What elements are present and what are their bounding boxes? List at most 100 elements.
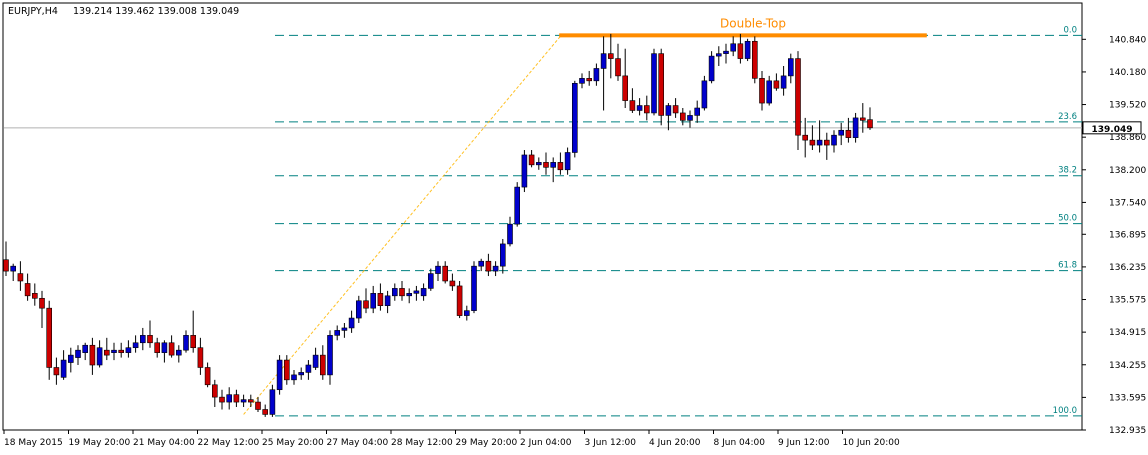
- time-tick-label: 8 Jun 04:00: [714, 438, 766, 448]
- candle-body-bear: [89, 344, 96, 366]
- candle-body-bear: [759, 78, 765, 104]
- candle-body-bull: [694, 107, 701, 116]
- candle-body-bull: [183, 335, 189, 351]
- candle-body-bull: [391, 288, 398, 297]
- candle-body-bear: [823, 139, 830, 146]
- fib-level-label: 50.0: [1058, 214, 1077, 224]
- candle-body-bull: [132, 342, 139, 349]
- candle-body-bear: [197, 347, 204, 368]
- candle-body-bull: [312, 354, 319, 368]
- candle-body-bear: [233, 394, 240, 403]
- candle-body-bull: [564, 152, 571, 171]
- candle-body-bear: [118, 349, 124, 353]
- chart-ohlc-readout: 139.214 139.462 139.008 139.049: [73, 6, 239, 17]
- candle-body-bull: [571, 82, 578, 153]
- fib-trendline: [243, 35, 562, 415]
- double-top-label: Double-Top: [720, 16, 786, 30]
- candle-body-bull: [499, 243, 506, 267]
- candle-body-bear: [845, 129, 852, 138]
- candle-body-bear: [449, 280, 456, 287]
- price-tick-label: 138.200: [1109, 166, 1146, 176]
- price-tick-label: 134.255: [1109, 361, 1146, 371]
- time-tick-label: 10 Jun 20:00: [843, 438, 900, 448]
- candle-body-bear: [3, 259, 9, 272]
- candle-body-bear: [795, 58, 801, 136]
- candle-body-bear: [586, 78, 593, 82]
- candle-body-bull: [75, 349, 81, 358]
- candle-body-bull: [125, 347, 132, 353]
- price-tick-label: 136.895: [1109, 230, 1146, 240]
- candle-body-bull: [665, 105, 672, 116]
- candle-body-bear: [53, 367, 60, 376]
- fib-level-label: 61.8: [1058, 261, 1077, 271]
- fib-level-label: 38.2: [1058, 166, 1077, 176]
- candle-body-bear: [24, 283, 31, 297]
- candle-body-bear: [802, 134, 809, 141]
- candle-body-bull: [492, 265, 499, 272]
- candle-body-bear: [679, 112, 686, 121]
- candle-body-bear: [17, 273, 24, 282]
- candle-body-bear: [773, 80, 780, 89]
- price-tick-label: 132.935: [1109, 426, 1146, 436]
- candle-body-bull: [427, 273, 434, 289]
- candle-body-bull: [435, 265, 441, 274]
- candle-body-bull: [355, 300, 362, 319]
- candle-body-bear: [46, 307, 53, 368]
- candle-body-bear: [190, 335, 196, 349]
- candle-body-bear: [147, 335, 153, 344]
- candle-body-bull: [240, 399, 247, 403]
- candle-body-bear: [629, 100, 636, 111]
- candle-body-bear: [859, 117, 866, 121]
- double-top-line: [559, 33, 927, 38]
- time-tick-label: 27 May 04:00: [327, 438, 389, 448]
- time-tick-label: 29 May 20:00: [456, 438, 518, 448]
- fib-level-label: 0.0: [1063, 25, 1077, 35]
- candle-body-bull: [687, 115, 693, 121]
- candle-body-bear: [377, 293, 384, 307]
- price-tick-label: 133.595: [1109, 393, 1146, 403]
- candle-body-bull: [10, 265, 16, 272]
- candle-body-bull: [82, 344, 88, 353]
- candle-body-bear: [104, 349, 110, 356]
- time-tick-label: 9 Jun 12:00: [778, 438, 830, 448]
- candle-body-bear: [607, 53, 614, 59]
- time-tick-label: 3 Jun 12:00: [585, 438, 637, 448]
- candle-body-bear: [658, 53, 665, 116]
- candle-body-bull: [600, 53, 607, 69]
- candle-body-bull: [226, 394, 232, 403]
- candle-body-bear: [622, 75, 629, 101]
- candle-body-bear: [255, 401, 261, 410]
- candle-body-bull: [471, 265, 477, 311]
- candle-body-bull: [838, 129, 845, 136]
- candle-body-bear: [262, 409, 269, 415]
- candle-body-bull: [111, 349, 117, 353]
- candle-body-bull: [744, 40, 751, 59]
- candle-body-bear: [283, 359, 290, 381]
- candle-body-bull: [593, 68, 600, 82]
- fib-level-label: 100.0: [1053, 406, 1077, 416]
- candle-body-bull: [161, 342, 168, 353]
- candle-body-bull: [370, 293, 377, 309]
- price-tick-label: 135.575: [1109, 296, 1146, 306]
- fib-level-label: 23.6: [1058, 112, 1077, 122]
- candle-body-bull: [831, 134, 837, 146]
- candle-body-bear: [442, 265, 449, 282]
- candle-body-bull: [68, 354, 74, 363]
- candle-body-bull: [766, 80, 773, 104]
- candle-body-bear: [867, 119, 873, 129]
- candle-body-bull: [305, 364, 312, 373]
- candle-body-bear: [672, 105, 679, 114]
- candle-body-bull: [406, 293, 413, 297]
- candle-body-bull: [413, 290, 420, 294]
- candle-body-bull: [550, 162, 557, 168]
- time-tick-label: 21 May 04:00: [133, 438, 195, 448]
- candle-body-bear: [204, 367, 211, 386]
- time-tick-label: 19 May 20:00: [69, 438, 131, 448]
- candle-body-bull: [636, 105, 643, 111]
- chart-symbol-label: EURJPY,H4: [8, 6, 58, 17]
- candle-body-bear: [168, 342, 175, 356]
- price-tick-label: 136.235: [1109, 263, 1146, 273]
- price-tick-label: 140.180: [1109, 68, 1146, 78]
